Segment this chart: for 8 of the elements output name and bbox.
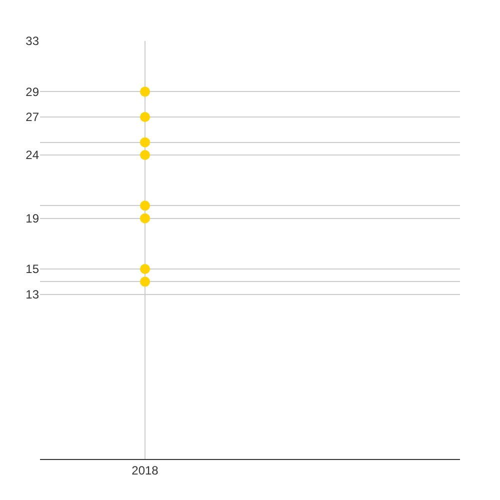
y-tick-label: 24 <box>26 148 40 162</box>
y-tick-label: 29 <box>26 84 40 99</box>
y-tick-label: 15 <box>26 262 40 276</box>
y-tick-label: 13 <box>26 288 40 302</box>
y-tick-label: 27 <box>26 110 40 124</box>
y-tick-label: 33 <box>26 34 40 48</box>
x-tick-label: 2018 <box>132 463 159 478</box>
y-tick-label: 19 <box>26 212 40 226</box>
